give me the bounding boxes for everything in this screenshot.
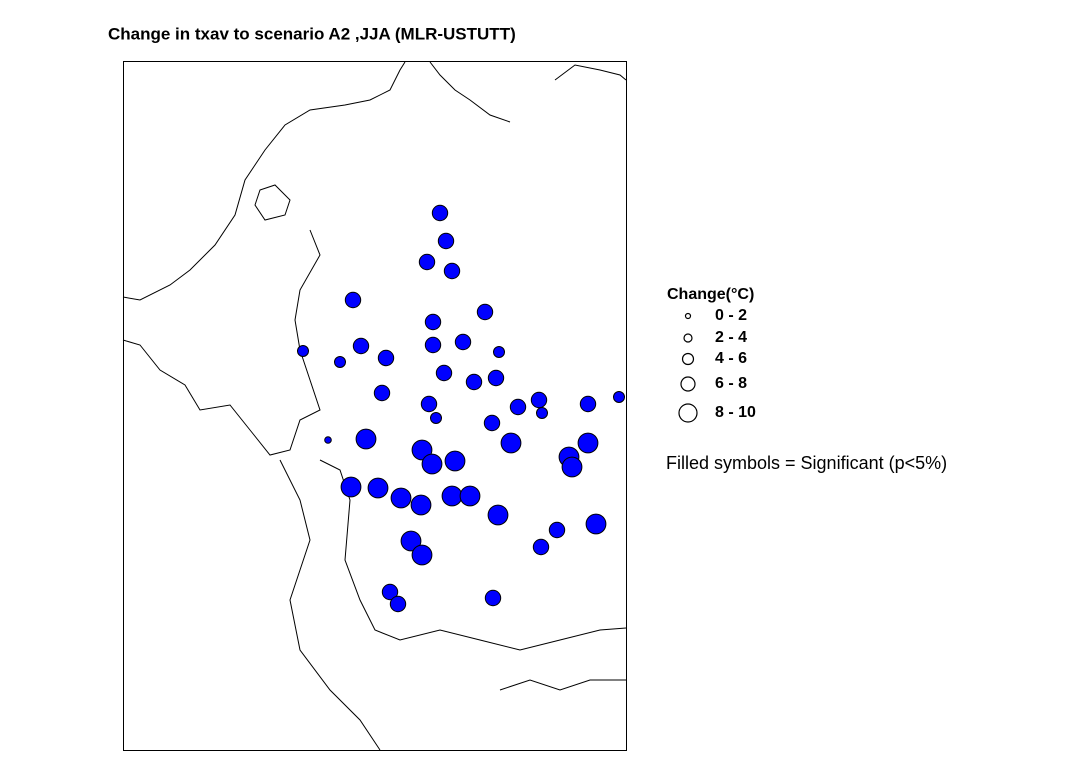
station <box>437 232 455 250</box>
station <box>352 337 370 355</box>
legend-label: 4 - 6 <box>715 350 747 367</box>
station <box>443 262 461 280</box>
station <box>340 476 362 498</box>
station <box>381 583 399 601</box>
station <box>487 504 509 526</box>
legend-label: 0 - 2 <box>715 307 747 324</box>
station <box>459 485 481 507</box>
border <box>122 229 321 456</box>
station <box>297 345 309 357</box>
station <box>400 530 422 552</box>
border <box>279 459 381 751</box>
stations <box>297 204 625 613</box>
station <box>424 313 442 331</box>
station <box>476 303 494 321</box>
station <box>355 428 377 450</box>
station <box>420 395 438 413</box>
station <box>411 544 433 566</box>
station <box>532 538 550 556</box>
station <box>536 407 548 419</box>
legend-label: 6 - 8 <box>715 375 747 392</box>
station <box>613 391 625 403</box>
station <box>585 513 607 535</box>
station <box>493 346 505 358</box>
station <box>390 487 412 509</box>
station <box>410 494 432 516</box>
legend-symbol <box>681 352 695 366</box>
legend-label: 8 - 10 <box>715 404 756 421</box>
station <box>509 398 527 416</box>
station <box>389 595 407 613</box>
station <box>487 369 505 387</box>
station <box>454 333 472 351</box>
coast <box>429 61 511 123</box>
legend-symbol <box>684 312 692 320</box>
legend: 0 - 2 2 - 4 4 - 6 6 - 8 8 - 10 <box>678 307 756 423</box>
coastlines <box>122 61 627 751</box>
station <box>373 384 391 402</box>
station <box>579 395 597 413</box>
border <box>499 679 626 691</box>
coast <box>554 64 627 81</box>
station <box>334 356 346 368</box>
station <box>484 589 502 607</box>
coast <box>122 61 406 301</box>
legend-label: 2 - 4 <box>715 329 747 346</box>
station <box>465 373 483 391</box>
station <box>377 349 395 367</box>
station <box>367 477 389 499</box>
coast <box>254 184 291 221</box>
station <box>324 436 332 444</box>
title: Change in txav to scenario A2 ,JJA (MLR-… <box>108 24 516 43</box>
legend-note: Filled symbols = Significant (p<5%) <box>666 453 947 473</box>
map-frame <box>123 61 627 751</box>
station <box>530 391 548 409</box>
station <box>548 521 566 539</box>
station <box>441 485 463 507</box>
station <box>500 432 522 454</box>
station <box>431 204 449 222</box>
station <box>424 336 442 354</box>
legend-symbol <box>680 376 696 392</box>
station <box>577 432 599 454</box>
legend-symbol <box>683 333 693 343</box>
station <box>561 456 583 478</box>
station <box>418 253 436 271</box>
legend-symbol <box>678 403 698 423</box>
station <box>444 450 466 472</box>
legend-title: Change(°C) <box>667 286 754 303</box>
station <box>430 412 442 424</box>
station <box>344 291 362 309</box>
station <box>435 364 453 382</box>
border <box>319 459 627 651</box>
station <box>421 453 443 475</box>
station <box>483 414 501 432</box>
